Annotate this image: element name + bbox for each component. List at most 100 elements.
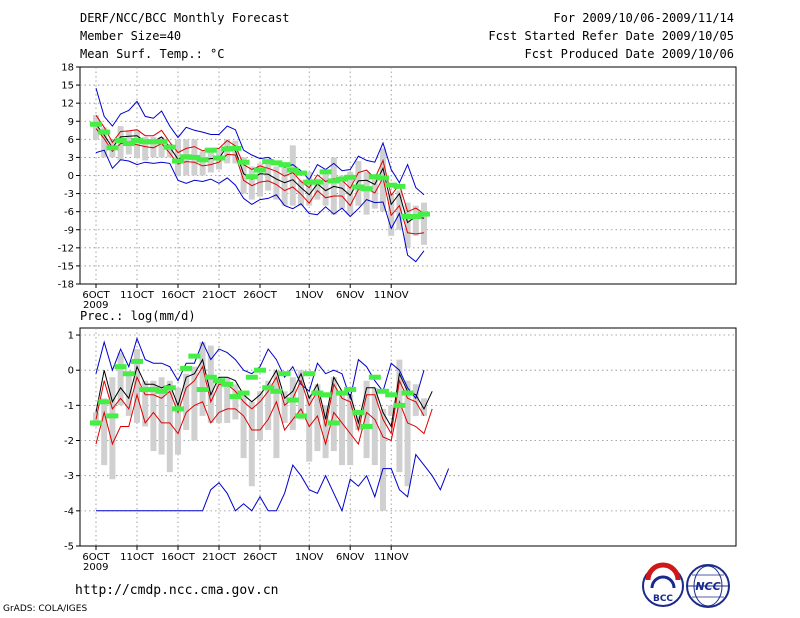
- x-tick-label: 26OCT: [243, 552, 278, 563]
- x-tick-label: 21OCT: [202, 552, 237, 563]
- range-bar: [355, 161, 362, 206]
- range-bar: [298, 180, 304, 206]
- observed-marker: [90, 121, 102, 127]
- y-tick-label: -9: [64, 225, 74, 236]
- precip-variable-label: Prec.: log(mm/d): [80, 309, 196, 323]
- grads-credit: GrADS: COLA/IGES: [3, 604, 88, 614]
- range-bar: [289, 377, 296, 430]
- observed-marker: [401, 213, 414, 219]
- range-bar: [265, 380, 272, 430]
- observed-marker: [245, 174, 258, 180]
- range-bar: [347, 171, 354, 215]
- observed-marker: [237, 159, 250, 165]
- x-tick-label: 11NOV: [374, 552, 409, 563]
- range-bar: [93, 115, 99, 140]
- x-tick-label: 11OCT: [120, 290, 155, 301]
- range-bar: [134, 130, 140, 158]
- chart-title: DERF/NCC/BCC Monthly Forecast: [80, 11, 290, 25]
- range-bar: [363, 171, 370, 215]
- range-bar: [125, 373, 132, 416]
- observed-marker: [106, 413, 119, 419]
- footer-url[interactable]: http://cmdp.ncc.cma.gov.cn: [75, 583, 279, 598]
- observed-marker: [344, 174, 357, 180]
- observed-marker: [155, 139, 168, 145]
- observed-marker: [114, 138, 127, 144]
- range-bar: [224, 377, 231, 423]
- forecast-period: For 2009/10/06-2009/11/14: [553, 11, 734, 25]
- range-bar: [101, 127, 108, 158]
- observed-marker: [98, 399, 111, 405]
- range-bar: [240, 391, 247, 459]
- observed-marker: [147, 387, 160, 393]
- range-bar: [175, 387, 181, 455]
- observed-marker: [270, 388, 283, 394]
- observed-marker: [295, 170, 307, 176]
- observed-marker: [229, 145, 242, 151]
- observed-marker: [254, 367, 266, 373]
- y-tick-label: -18: [58, 280, 74, 291]
- x-tick-label: 6OCT: [82, 290, 110, 301]
- y-tick-label: -5: [64, 542, 74, 553]
- observed-marker: [172, 406, 184, 412]
- produced-date: Fcst Produced Date 2009/10/06: [524, 47, 734, 61]
- range-bar: [134, 349, 140, 423]
- x-tick-label: 11OCT: [120, 552, 155, 563]
- range-bar: [281, 164, 288, 206]
- observed-marker: [360, 423, 373, 429]
- x-tick-label: 26OCT: [243, 290, 278, 301]
- x-tick-label: 6NOV: [336, 552, 365, 563]
- series-line-ensemble-min: [95, 149, 425, 263]
- range-bar: [421, 398, 427, 416]
- range-bar: [257, 163, 263, 197]
- range-bar: [109, 377, 116, 480]
- observed-marker: [401, 390, 414, 396]
- range-bar: [347, 394, 354, 466]
- range-bar: [240, 157, 247, 194]
- observed-marker: [188, 353, 201, 359]
- range-bar: [117, 352, 124, 406]
- range-bar: [404, 202, 411, 248]
- series-line-ensemble-upper: [95, 365, 425, 435]
- range-bar: [371, 387, 378, 466]
- observed-marker: [106, 145, 119, 151]
- observed-marker: [188, 154, 201, 160]
- range-bar: [314, 178, 321, 200]
- range-bar: [142, 136, 149, 161]
- range-bar: [306, 394, 313, 462]
- observed-marker: [122, 141, 135, 147]
- series-line-ensemble-upper: [95, 114, 425, 214]
- y-tick-label: 3: [68, 153, 74, 164]
- range-bar: [257, 391, 263, 441]
- observed-marker: [139, 139, 152, 145]
- x-tick-label: 1NOV: [295, 290, 324, 301]
- observed-marker: [90, 420, 102, 426]
- observed-marker: [336, 390, 348, 396]
- observed-marker: [139, 387, 152, 393]
- range-bar: [298, 370, 304, 420]
- y-tick-label: -12: [58, 243, 74, 254]
- range-bar: [207, 150, 214, 173]
- member-size: Member Size=40: [80, 29, 182, 43]
- observed-marker: [352, 184, 365, 190]
- range-bar: [404, 380, 411, 487]
- observed-marker: [385, 392, 398, 398]
- range-bar: [289, 145, 296, 206]
- range-bar: [150, 380, 157, 452]
- observed-marker: [303, 371, 316, 377]
- observed-marker: [155, 388, 168, 394]
- range-bar: [101, 398, 108, 466]
- observed-marker: [163, 385, 176, 391]
- observed-marker: [221, 381, 234, 387]
- y-tick-label: 15: [61, 81, 74, 92]
- range-bar: [207, 345, 214, 423]
- y-tick-label: 6: [68, 135, 74, 146]
- x-tick-label: 21OCT: [202, 290, 237, 301]
- observed-marker: [221, 146, 234, 152]
- observed-marker: [213, 155, 225, 161]
- logos: BCC NCC: [642, 562, 730, 608]
- y-tick-label: 9: [68, 117, 74, 128]
- y-tick-label: -2: [64, 436, 74, 447]
- x-year-label: 2009: [83, 300, 108, 311]
